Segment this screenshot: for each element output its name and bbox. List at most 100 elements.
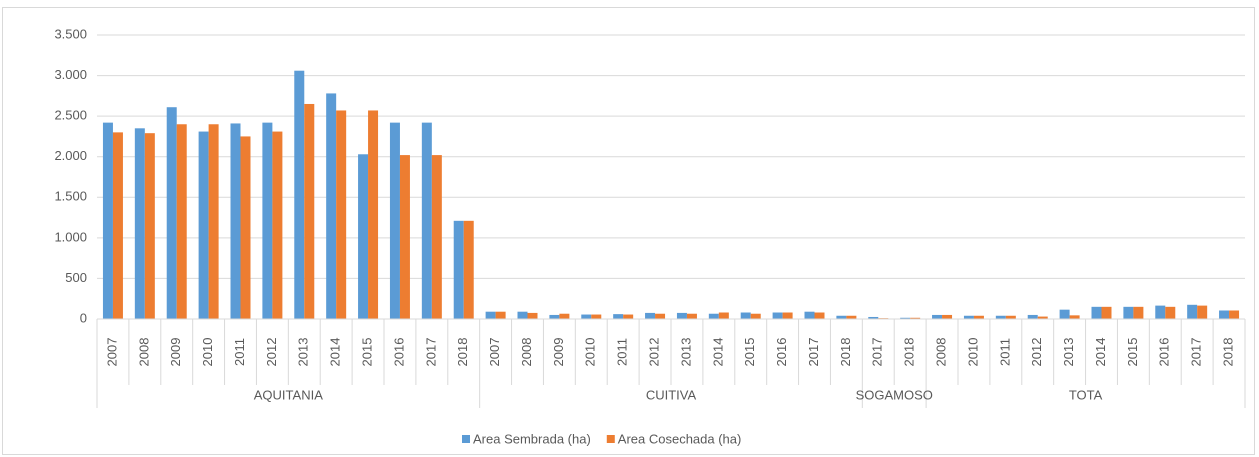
x-tick-label: 2009 (551, 338, 566, 367)
group-label: CUITIVA (646, 387, 697, 402)
bar (102, 122, 113, 320)
x-tick-label: 2012 (1029, 338, 1044, 367)
bar (942, 314, 953, 319)
bar (112, 132, 123, 319)
bar (708, 313, 719, 319)
x-tick-label: 2013 (296, 338, 311, 367)
legend-label: Area Sembrada (ha) (473, 431, 591, 446)
bar (166, 107, 177, 320)
chart-border (2, 7, 1255, 455)
x-tick-label: 2016 (1157, 338, 1172, 367)
x-tick-label: 2018 (902, 338, 917, 367)
x-tick-label: 2013 (1061, 338, 1076, 367)
x-tick-label: 2008 (519, 338, 534, 367)
x-tick-label: 2017 (1189, 338, 1204, 367)
x-tick-label: 2008 (933, 338, 948, 367)
bar (463, 220, 474, 319)
bar (1101, 306, 1112, 319)
bar (1133, 306, 1144, 319)
x-tick-label: 2017 (806, 338, 821, 367)
y-tick-label: 1.000 (54, 229, 87, 244)
x-tick-label: 2008 (136, 338, 151, 367)
bar (1187, 304, 1198, 319)
x-tick-label: 2014 (328, 338, 343, 367)
bar (431, 155, 442, 319)
bar (208, 124, 219, 319)
bar (262, 122, 273, 320)
bar (740, 312, 751, 319)
x-tick-label: 2015 (359, 338, 374, 367)
y-tick-label: 3.000 (54, 67, 87, 82)
x-tick-label: 2015 (1125, 338, 1140, 367)
bar (421, 122, 432, 320)
bar (294, 70, 305, 320)
bar (686, 313, 697, 319)
group-label: TOTA (1069, 387, 1103, 402)
bar (655, 313, 666, 319)
x-tick-label: 2010 (583, 338, 598, 367)
bar (453, 220, 464, 319)
bar (623, 314, 634, 319)
bar (932, 314, 943, 319)
legend-swatch (606, 435, 615, 443)
bar (517, 311, 528, 319)
bar (176, 124, 187, 319)
bar (900, 317, 911, 319)
bar (230, 123, 241, 320)
bar (1005, 315, 1016, 319)
x-tick-label: 2012 (264, 338, 279, 367)
y-tick-label: 2.500 (54, 108, 87, 123)
bar (389, 122, 400, 320)
x-tick-label: 2014 (710, 338, 725, 367)
x-tick-label: 2015 (742, 338, 757, 367)
bar (1229, 310, 1240, 319)
bar (304, 103, 315, 319)
group-label: AQUITANIA (254, 387, 323, 402)
bar (1123, 306, 1134, 319)
bar (910, 317, 921, 319)
x-tick-label: 2018 (455, 338, 470, 367)
legend-swatch (462, 435, 470, 443)
bar (836, 315, 847, 319)
bar (358, 154, 369, 319)
x-tick-label: 2017 (870, 338, 885, 367)
bar (527, 312, 538, 319)
bar (995, 315, 1006, 319)
group-label: SOGAMOSO (856, 387, 933, 402)
x-tick-label: 2007 (487, 338, 502, 367)
x-tick-label: 2011 (997, 338, 1012, 366)
y-tick-label: 1.500 (54, 189, 87, 204)
x-tick-label: 2018 (1220, 338, 1235, 367)
bar (782, 312, 793, 319)
x-tick-label: 2011 (615, 338, 630, 366)
bar (868, 316, 879, 319)
bar (198, 131, 209, 319)
x-tick-label: 2012 (646, 338, 661, 367)
x-tick-label: 2016 (774, 338, 789, 367)
bar (399, 155, 410, 319)
bar (718, 312, 729, 319)
y-tick-label: 2.000 (54, 148, 87, 163)
x-tick-label: 2010 (965, 338, 980, 367)
y-tick-label: 3.500 (54, 26, 87, 41)
x-tick-label: 2016 (391, 338, 406, 367)
x-tick-label: 2014 (1093, 338, 1108, 367)
bar (973, 315, 984, 319)
bar (144, 133, 155, 319)
x-tick-label: 2010 (200, 338, 215, 367)
bar (1027, 314, 1038, 319)
x-tick-label: 2011 (232, 338, 247, 366)
bar (1091, 306, 1102, 319)
x-tick-label: 2017 (423, 338, 438, 367)
bar (804, 311, 815, 319)
bar (1155, 305, 1166, 319)
bar (1037, 316, 1048, 319)
bar (613, 314, 624, 319)
bar (1197, 305, 1208, 319)
bar (772, 312, 783, 319)
bar (1069, 315, 1080, 319)
bar (336, 110, 347, 319)
bar (368, 110, 379, 319)
bar (326, 93, 337, 320)
